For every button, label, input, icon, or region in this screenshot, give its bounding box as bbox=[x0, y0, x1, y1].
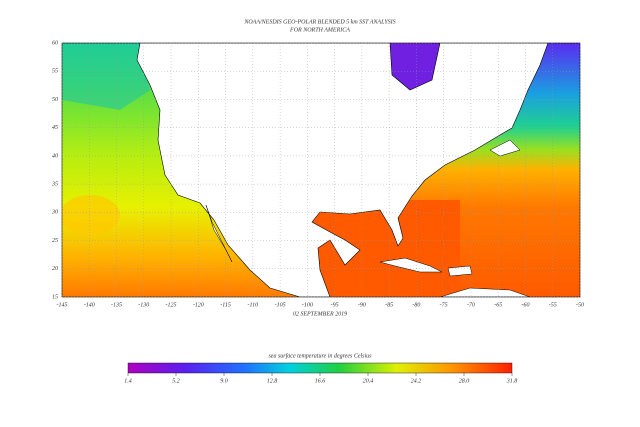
lon-tick-label: -115 bbox=[220, 302, 231, 308]
lat-tick-label: 40 bbox=[52, 152, 58, 159]
gulf bbox=[300, 200, 460, 297]
lon-tick-label: -130 bbox=[138, 302, 149, 308]
lon-tick-label: -90 bbox=[358, 302, 366, 308]
lon-tick-label: -95 bbox=[331, 302, 339, 308]
lon-tick-label: -105 bbox=[275, 302, 286, 308]
lon-tick-label: -65 bbox=[494, 302, 502, 308]
colorbar-label: sea surface temperature in degrees Celsi… bbox=[268, 352, 372, 359]
colorbar-tick-label: 31.8 bbox=[506, 378, 518, 384]
lat-tick-label: 60 bbox=[52, 40, 58, 46]
lon-tick-label: -135 bbox=[111, 302, 122, 308]
cool-patch bbox=[62, 43, 150, 110]
colorbar-tick-label: 28.0 bbox=[459, 378, 470, 384]
colorbar-tick-label: 9.0 bbox=[220, 378, 228, 384]
lon-tick-label: -125 bbox=[166, 302, 177, 308]
lat-tick-label: 50 bbox=[52, 97, 58, 103]
lon-tick-label: -80 bbox=[412, 302, 420, 308]
cuba bbox=[379, 257, 443, 273]
lon-tick-label: -60 bbox=[521, 302, 529, 308]
hudson-bay bbox=[390, 43, 440, 90]
lat-tick-label: 25 bbox=[52, 238, 58, 244]
lat-tick-label: 45 bbox=[52, 124, 58, 131]
warm-patch bbox=[62, 195, 120, 235]
south-america bbox=[439, 287, 531, 297]
lon-tick-label: -85 bbox=[385, 302, 393, 308]
nova-scotia bbox=[489, 139, 521, 157]
lat-tick-label: 30 bbox=[51, 210, 58, 216]
map bbox=[62, 43, 580, 297]
lon-tick-label: -145 bbox=[57, 301, 68, 308]
hispaniola bbox=[447, 265, 473, 277]
north-america bbox=[62, 43, 580, 297]
lon-tick-label: -70 bbox=[467, 302, 475, 308]
lat-tick-label: 55 bbox=[52, 69, 58, 75]
date: 02 SEPTEMBER 2019 bbox=[293, 311, 347, 317]
baja bbox=[205, 204, 233, 263]
lon-tick-label: -50 bbox=[576, 302, 584, 308]
lon-tick-label: -110 bbox=[248, 302, 259, 308]
lon-tick-label: -75 bbox=[440, 302, 448, 308]
title: NOAA/NESDIS GEO-POLAR BLENDED 5 km SST A… bbox=[243, 19, 395, 25]
lon-tick-label: -100 bbox=[302, 302, 313, 308]
lat-tick-label: 15 bbox=[52, 294, 58, 300]
colorbar-tick-label: 20.4 bbox=[363, 377, 374, 384]
colorbar-tick-label: 24.2 bbox=[411, 377, 422, 384]
subtitle: FOR NORTH AMERICA bbox=[289, 27, 350, 33]
lon-tick-label: -55 bbox=[549, 302, 557, 308]
lat-tick-label: 20 bbox=[52, 266, 58, 272]
colorbar-tick-label: 12.8 bbox=[267, 378, 278, 384]
lon-tick-label: -140 bbox=[84, 301, 95, 308]
lat-tick-label: 35 bbox=[51, 181, 58, 187]
colorbar-tick-label: 5.2 bbox=[172, 378, 180, 384]
colorbar-tick-label: 1.4 bbox=[124, 377, 132, 384]
colorbar-tick-label: 16.6 bbox=[315, 378, 326, 384]
lon-tick-label: -120 bbox=[193, 302, 204, 308]
colorbar bbox=[127, 362, 513, 374]
